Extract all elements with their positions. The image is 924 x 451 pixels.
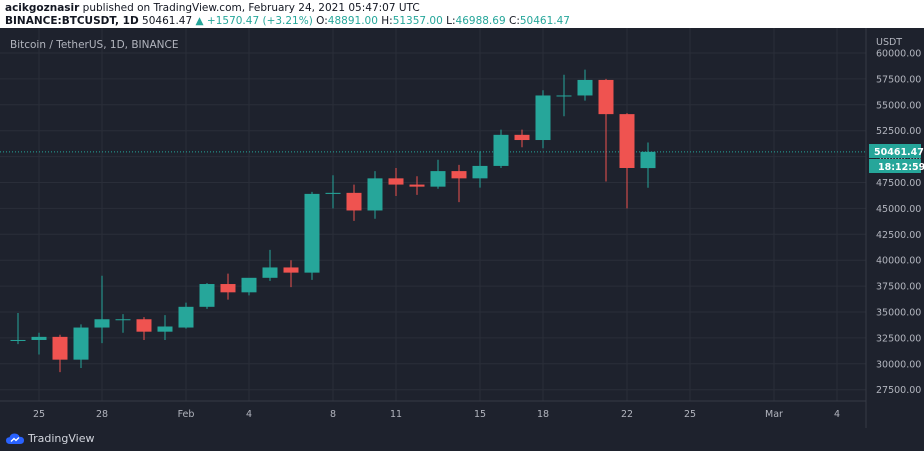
price-change: ▲ +1570.47 (+3.21%) xyxy=(195,15,313,27)
chart-area[interactable]: USDT 60000.0057500.0055000.0052500.00500… xyxy=(0,28,924,428)
price-tick-label: 45000.00 xyxy=(876,204,921,215)
countdown-tag xyxy=(869,159,921,173)
date-tick-label: Feb xyxy=(178,409,195,420)
candle-body[interactable] xyxy=(640,151,656,169)
candle-body[interactable] xyxy=(535,95,551,141)
candle-body[interactable] xyxy=(283,267,299,273)
candle-body[interactable] xyxy=(598,79,614,115)
candle-body[interactable] xyxy=(472,165,488,179)
grid xyxy=(0,28,866,401)
price-tick-label: 32500.00 xyxy=(876,333,921,344)
candle-body[interactable] xyxy=(304,193,320,273)
price-tick-label: 40000.00 xyxy=(876,256,921,267)
candle-body[interactable] xyxy=(262,267,278,278)
chart-legend: Bitcoin / TetherUS, 1D, BINANCE xyxy=(10,39,179,51)
date-axis[interactable]: 25 28 Feb 4 8 11 15 18 22 25 Mar 4 xyxy=(33,409,840,420)
candle-body[interactable] xyxy=(157,326,173,332)
candle-body[interactable] xyxy=(493,134,509,166)
low-value: 46988.69 xyxy=(455,15,506,27)
high-value: 51357.00 xyxy=(392,15,443,27)
candle-body[interactable] xyxy=(556,95,572,97)
symbol-label: BINANCE:BTCUSDT, 1D xyxy=(5,15,139,27)
candle-body[interactable] xyxy=(325,192,341,194)
date-tick-label: 8 xyxy=(330,409,336,420)
date-tick-label: 18 xyxy=(537,409,549,420)
last-price-tag xyxy=(869,144,921,158)
candle-body[interactable] xyxy=(178,306,194,328)
candle-body[interactable] xyxy=(94,319,110,328)
candle-body[interactable] xyxy=(346,192,362,211)
date-tick-label: 25 xyxy=(684,409,696,420)
date-tick-label: 4 xyxy=(246,409,252,420)
price-tick-label: 42500.00 xyxy=(876,230,921,241)
low-label: L: xyxy=(446,15,456,27)
tradingview-cloud-icon xyxy=(6,433,24,444)
tradingview-logo[interactable]: TradingView xyxy=(6,432,94,445)
open-value: 48891.00 xyxy=(327,15,378,27)
candle-body[interactable] xyxy=(136,319,152,332)
candle-body[interactable] xyxy=(409,184,425,187)
high-label: H: xyxy=(381,15,393,27)
close-label: C: xyxy=(508,15,520,27)
close-value: 50461.47 xyxy=(519,15,570,27)
candle-body[interactable] xyxy=(388,178,404,185)
published-text: published on TradingView.com, February 2… xyxy=(82,2,420,14)
price-axis-currency: USDT xyxy=(876,37,902,48)
candle-body[interactable] xyxy=(430,171,446,187)
candle-body[interactable] xyxy=(619,114,635,168)
candle-body[interactable] xyxy=(220,284,236,293)
open-label: O: xyxy=(316,15,328,27)
last-price-tag-text: 50461.47 xyxy=(874,147,924,158)
tradingview-brand: TradingView xyxy=(28,432,95,445)
candle-body[interactable] xyxy=(451,171,467,179)
date-tick-label: 28 xyxy=(96,409,108,420)
price-tick-label: 55000.00 xyxy=(876,100,921,111)
price-tick-label: 52500.00 xyxy=(876,126,921,137)
candle-body[interactable] xyxy=(514,134,530,141)
candle-body[interactable] xyxy=(115,319,131,321)
date-tick-label: 22 xyxy=(621,409,633,420)
publish-line: acikgoznasir published on TradingView.co… xyxy=(5,2,420,14)
candle-body[interactable] xyxy=(31,336,47,340)
candle-body[interactable] xyxy=(241,277,257,293)
price-tick-label: 35000.00 xyxy=(876,308,921,319)
last-price-labels: 50461.47 18:12:59 xyxy=(869,144,924,173)
date-tick-label: 4 xyxy=(834,409,840,420)
date-tick-label: 25 xyxy=(33,409,45,420)
price-tick-label: 47500.00 xyxy=(876,178,921,189)
date-tick-label: 11 xyxy=(390,409,402,420)
publish-header: acikgoznasir published on TradingView.co… xyxy=(0,0,924,28)
candle-body[interactable] xyxy=(199,284,215,307)
candle-body[interactable] xyxy=(577,79,593,96)
price-tick-label: 37500.00 xyxy=(876,282,921,293)
footer: TradingView xyxy=(0,428,924,451)
price-tick-label: 57500.00 xyxy=(876,74,921,85)
ohlc-line: BINANCE:BTCUSDT, 1D 50461.47 ▲ +1570.47 … xyxy=(5,15,570,27)
price-axis[interactable]: USDT 60000.0057500.0055000.0052500.00500… xyxy=(876,37,921,396)
candle-body[interactable] xyxy=(73,327,89,360)
last-price: 50461.47 xyxy=(142,15,193,27)
countdown-tag-text: 18:12:59 xyxy=(878,162,924,173)
price-tick-label: 30000.00 xyxy=(876,359,921,370)
date-tick-label: 15 xyxy=(474,409,486,420)
candlestick-chart[interactable]: USDT 60000.0057500.0055000.0052500.00500… xyxy=(0,28,924,428)
date-tick-label: Mar xyxy=(765,409,783,420)
candle-body[interactable] xyxy=(10,339,26,341)
price-tick-label: 60000.00 xyxy=(876,49,921,60)
candles[interactable] xyxy=(10,69,656,373)
candle-body[interactable] xyxy=(52,336,68,360)
publisher-name[interactable]: acikgoznasir xyxy=(5,2,80,14)
candle-body[interactable] xyxy=(367,178,383,211)
price-tick-label: 27500.00 xyxy=(876,385,921,396)
